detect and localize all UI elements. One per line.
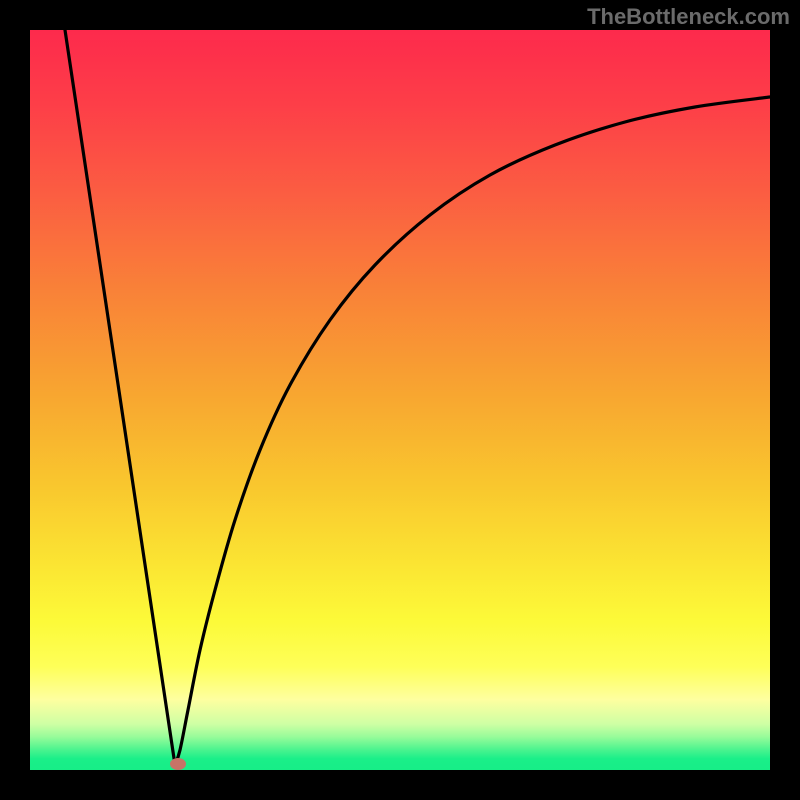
attribution-text: TheBottleneck.com: [587, 4, 790, 30]
bottleneck-curve: [30, 30, 770, 770]
curve-right-branch: [175, 97, 770, 765]
chart-frame: TheBottleneck.com: [0, 0, 800, 800]
plot-area: [30, 30, 770, 770]
vertex-marker: [170, 758, 186, 770]
curve-left-branch: [65, 30, 175, 765]
